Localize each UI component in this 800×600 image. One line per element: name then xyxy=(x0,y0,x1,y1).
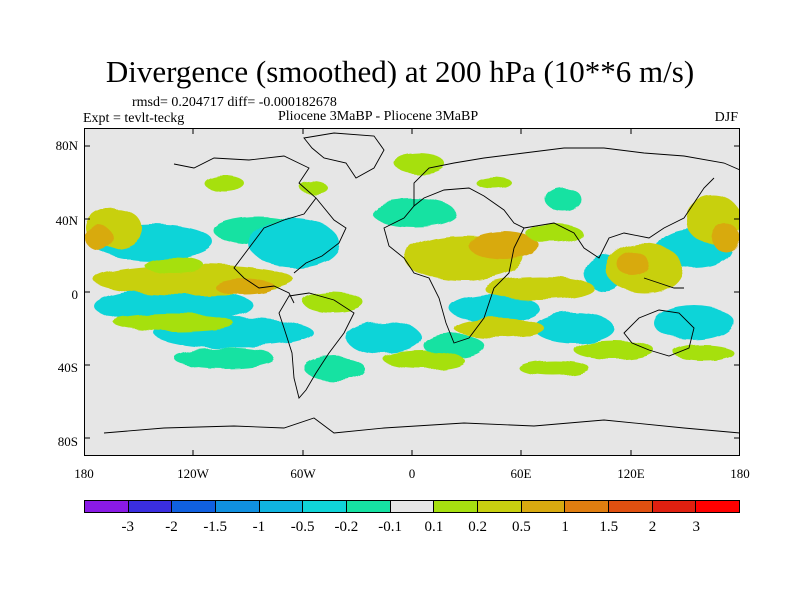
colorbar-label-7: 0.1 xyxy=(424,519,444,535)
contour-patch xyxy=(300,182,328,194)
colorbar-label-9: 0.5 xyxy=(511,519,531,535)
contour-patch xyxy=(304,356,364,380)
coast-antarctica xyxy=(103,417,740,434)
contour-patch xyxy=(654,305,734,341)
contour-patch xyxy=(616,251,648,275)
contour-patch xyxy=(384,351,464,369)
contour-patch xyxy=(304,293,364,313)
colorbar-segment-3 xyxy=(216,501,260,512)
x-label-120e: 120E xyxy=(617,466,645,481)
colorbar-segment-14 xyxy=(696,501,740,512)
coast-south-america xyxy=(278,292,355,399)
colorbar-segment-10 xyxy=(521,501,566,512)
coast-eurasia-north xyxy=(413,147,740,206)
y-label-80s: 80S xyxy=(57,434,78,449)
colorbar-label-4: -0.5 xyxy=(290,519,315,535)
contour-patch xyxy=(712,224,740,252)
x-label-60w: 60W xyxy=(290,466,316,481)
contour-patch xyxy=(214,278,274,294)
colorbar-segment-8 xyxy=(434,501,479,512)
contour-patch xyxy=(114,315,234,331)
contour-patch xyxy=(546,188,582,212)
contour-patch xyxy=(454,318,544,338)
contour-patch xyxy=(249,219,339,267)
colorbar-segment-7 xyxy=(390,501,435,512)
expt-label: Expt = tevlt-teckg xyxy=(83,111,185,126)
coast-north-america xyxy=(173,155,317,304)
coast-australia xyxy=(623,309,695,357)
colorbar-segment-2 xyxy=(172,501,217,512)
colorbar-label-6: -0.1 xyxy=(378,519,402,535)
coast-greenland xyxy=(303,132,385,179)
contour-patch xyxy=(476,177,512,189)
colorbar-segment-0 xyxy=(85,501,129,512)
colorbar-segment-12 xyxy=(609,501,653,512)
coast-africa xyxy=(383,187,525,344)
coast-north-america-east xyxy=(293,197,347,274)
coast-eurasia-south xyxy=(523,177,715,259)
contour-patch xyxy=(519,360,589,376)
colorbar-segment-11 xyxy=(565,501,610,512)
colorbar xyxy=(84,500,740,513)
contour-patch xyxy=(484,276,594,300)
colorbar-segment-1 xyxy=(128,501,173,512)
colorbar-segment-13 xyxy=(652,501,697,512)
colorbar-label-13: 3 xyxy=(692,519,701,535)
experiment-name: Pliocene 3MaBP - Pliocene 3MaBP xyxy=(278,109,479,124)
colorbar-segment-4 xyxy=(259,501,304,512)
y-label-40n: 40N xyxy=(55,213,78,228)
coast-indonesia xyxy=(643,277,684,289)
colorbar-label-11: 1.5 xyxy=(599,519,619,535)
contour-patch xyxy=(394,153,444,173)
contour-patch xyxy=(204,175,244,191)
contour-patch xyxy=(449,294,539,322)
colorbar-label-10: 1 xyxy=(561,519,569,535)
contour-patch xyxy=(372,200,456,226)
contour-patch xyxy=(85,226,113,250)
colorbar-label-0: -3 xyxy=(121,519,134,535)
map-ticks xyxy=(84,128,740,456)
colorbar-label-5: -0.2 xyxy=(334,519,359,535)
colorbar-segment-5 xyxy=(303,501,348,512)
contour-patch xyxy=(94,288,254,324)
contour-patch xyxy=(574,340,654,360)
contour-patch xyxy=(174,348,274,368)
chart-title: Divergence (smoothed) at 200 hPa (10**6 … xyxy=(105,54,695,89)
contour-field xyxy=(85,132,740,434)
contour-patch xyxy=(469,232,539,260)
contour-patch xyxy=(526,223,582,243)
x-label-60e: 60E xyxy=(510,466,532,481)
coastlines xyxy=(103,132,740,434)
colorbar-label-1: -2 xyxy=(165,519,178,535)
contour-patch xyxy=(346,322,422,354)
x-label-180e: 180 xyxy=(730,466,750,481)
colorbar-label-8: 0.2 xyxy=(468,519,487,535)
season-label: DJF xyxy=(714,110,738,125)
y-label-eq: 0 xyxy=(71,287,79,302)
colorbar-segment-6 xyxy=(347,501,391,512)
colorbar-label-2: -1.5 xyxy=(203,519,228,535)
contour-patch xyxy=(674,345,734,361)
x-label-0: 0 xyxy=(408,466,416,481)
y-label-80n: 80N xyxy=(55,138,78,153)
colorbar-labels: -3 -2 -1.5 -1 -0.5 -0.2 -0.1 0.1 0.2 0.5 1 1.5 2 3 xyxy=(84,518,740,538)
contour-patch xyxy=(144,257,204,273)
stats-text: rmsd= 0.204717 diff= -0.000182678 xyxy=(132,95,337,110)
divergence-map xyxy=(84,128,740,456)
contour-patch xyxy=(534,313,614,343)
x-label-180w: 180 xyxy=(74,466,94,481)
y-label-40s: 40S xyxy=(57,360,78,375)
x-label-120w: 120W xyxy=(177,466,209,481)
colorbar-label-12: 2 xyxy=(648,519,657,535)
colorbar-label-3: -1 xyxy=(252,519,266,535)
colorbar-segment-9 xyxy=(478,501,522,512)
